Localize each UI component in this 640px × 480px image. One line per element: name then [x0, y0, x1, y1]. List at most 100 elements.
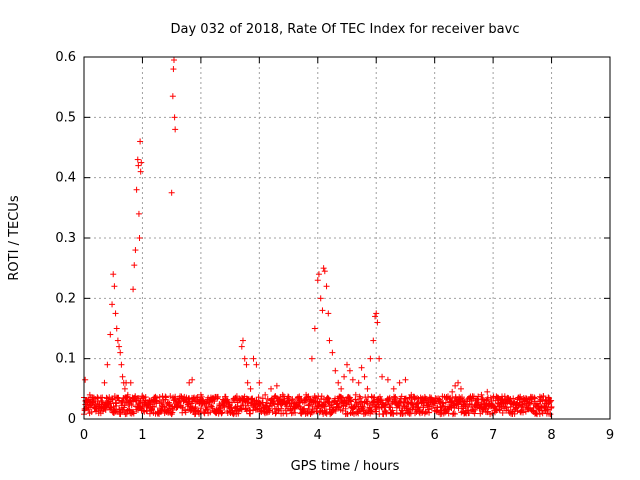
y-tick-label: 0.2 [55, 291, 76, 306]
noise-point [295, 402, 302, 409]
noise-point [511, 410, 518, 417]
data-point [455, 379, 462, 386]
data-point [262, 391, 269, 398]
data-point [449, 388, 456, 395]
data-point [372, 313, 379, 320]
noise-point [170, 406, 177, 413]
noise-point [523, 395, 530, 402]
y-tick-label: 0.6 [55, 50, 76, 65]
noise-point [261, 410, 268, 417]
noise-point [547, 411, 554, 418]
data-point [247, 385, 254, 392]
noise-point [95, 395, 102, 402]
noise-point [482, 405, 489, 412]
noise-point [510, 395, 517, 402]
data-point [168, 189, 175, 196]
data-point [142, 397, 149, 404]
noise-point [436, 396, 443, 403]
data-point [238, 343, 245, 350]
noise-point [368, 393, 375, 400]
data-point [268, 385, 275, 392]
noise-point [182, 409, 189, 416]
data-point [116, 343, 123, 350]
noise-point [322, 403, 329, 410]
data-point [326, 337, 333, 344]
noise-point [166, 402, 173, 409]
data-point [170, 66, 177, 73]
noise-point [305, 402, 312, 409]
data-point [107, 331, 114, 338]
noise-point [488, 398, 495, 405]
noise-point [207, 402, 214, 409]
axis-ticks [83, 56, 611, 420]
data-point [501, 397, 508, 404]
data-point [132, 247, 139, 254]
noise-point [146, 410, 153, 417]
data-point [92, 400, 99, 407]
noise-point [222, 393, 229, 400]
data-point [273, 382, 280, 389]
data-point [329, 349, 336, 356]
noise-point [250, 407, 257, 414]
data-point [244, 379, 251, 386]
data-point [297, 397, 304, 404]
noise-point [271, 400, 278, 407]
data-point [232, 403, 239, 410]
noise-point [434, 404, 441, 411]
data-point [83, 397, 90, 404]
noise-point [378, 397, 385, 404]
noise-point [496, 407, 503, 414]
data-point [315, 271, 322, 278]
data-point [437, 403, 444, 410]
x-tick-label: 3 [255, 428, 263, 443]
data-point [109, 301, 116, 308]
noise-point [517, 393, 524, 400]
noise-point [192, 403, 199, 410]
data-point [192, 397, 199, 404]
data-point [358, 364, 365, 371]
data-point [171, 57, 178, 64]
noise-point [291, 405, 298, 412]
noise-point [426, 409, 433, 416]
noise-point [536, 393, 543, 400]
y-axis-label: ROTI / TECUs [7, 195, 22, 280]
data-point [104, 361, 111, 368]
noise-point [459, 394, 466, 401]
noise-point [506, 409, 513, 416]
noise-point [287, 406, 294, 413]
noise-point [402, 395, 409, 402]
data-point [373, 310, 380, 317]
data-point [317, 295, 324, 302]
data-point [135, 162, 142, 169]
data-point [279, 391, 286, 398]
data-point [320, 265, 327, 272]
y-tick-label: 0.4 [55, 171, 76, 186]
data-point [113, 325, 120, 332]
noise-point [301, 405, 308, 412]
data-point [460, 397, 467, 404]
data-point [472, 397, 479, 404]
noise-point [219, 409, 226, 416]
noise-point [172, 396, 179, 403]
noise-point [476, 405, 483, 412]
data-point [408, 391, 415, 398]
data-point [239, 337, 246, 344]
noise-point [121, 402, 128, 409]
data-point [172, 126, 179, 133]
data-point [376, 355, 383, 362]
noise-point [382, 401, 389, 408]
noise-point [167, 393, 174, 400]
noise-point [346, 394, 353, 401]
noise-point [88, 408, 95, 415]
y-tick-label: 0.5 [55, 110, 76, 125]
data-point [171, 114, 178, 121]
data-point [452, 382, 459, 389]
data-point [85, 403, 92, 410]
noise-point [475, 393, 482, 400]
noise-point [540, 393, 547, 400]
data-point [197, 391, 204, 398]
y-tick-label: 0.1 [55, 352, 76, 367]
noise-point [111, 409, 118, 416]
noise-point [322, 409, 329, 416]
noise-point [112, 399, 119, 406]
